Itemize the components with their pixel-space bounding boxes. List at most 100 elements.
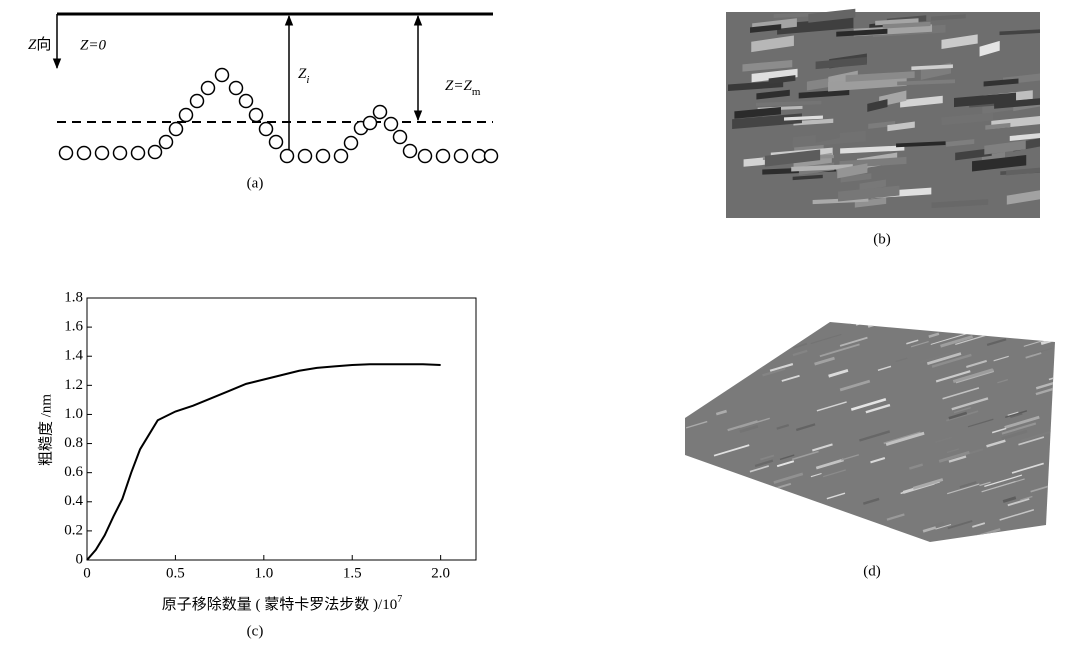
ridge [808, 523, 830, 529]
atom [485, 150, 498, 163]
atom [419, 150, 432, 163]
data-line [87, 364, 441, 560]
ridge [744, 340, 778, 350]
panel-b: (b) [726, 9, 1040, 248]
x-tick-label: 1.0 [254, 565, 273, 581]
atom [374, 106, 387, 119]
atom [299, 150, 312, 163]
x-tick-label: 0.5 [166, 565, 185, 581]
atom [385, 118, 398, 131]
ridge [1047, 317, 1060, 321]
ridge [803, 521, 819, 526]
plot-frame [87, 298, 476, 560]
caption: (b) [873, 231, 891, 247]
ridge [686, 385, 705, 391]
ridge [927, 319, 938, 322]
ridge [697, 359, 734, 370]
ridge [1052, 405, 1074, 417]
atom [345, 137, 358, 150]
atom [216, 69, 229, 82]
ridge [702, 485, 727, 492]
ridge [879, 533, 898, 539]
z-zero-label: Z=0 [80, 37, 106, 53]
ridge [699, 316, 738, 328]
ridge [873, 539, 883, 542]
atom [240, 95, 253, 108]
ridge [1042, 315, 1065, 322]
ridge [978, 314, 1011, 324]
x-axis-label: 原子移除数量 ( 蒙特卡罗法步数 )/107 [162, 594, 402, 613]
atom [473, 150, 486, 163]
atom [394, 131, 407, 144]
atom [160, 136, 173, 149]
y-tick-label: 1.6 [64, 319, 83, 335]
ridge [849, 320, 860, 323]
atom [114, 147, 127, 160]
ridge [690, 343, 710, 349]
ridge [1030, 317, 1065, 327]
ridge [793, 524, 826, 534]
atom [230, 82, 243, 95]
ridge [799, 331, 811, 335]
atom [404, 145, 417, 158]
atom [191, 95, 204, 108]
atom [202, 82, 215, 95]
atom [60, 147, 73, 160]
ridge [724, 319, 739, 324]
ridge [747, 349, 762, 354]
y-tick-label: 1.2 [64, 377, 83, 393]
atom [132, 147, 145, 160]
y-tick-label: 0 [76, 551, 84, 567]
ridge [734, 351, 768, 361]
ridge [753, 321, 789, 332]
ridge [716, 322, 752, 333]
ridge [751, 358, 769, 364]
y-axis-label: 粗糙度 /nm [37, 394, 54, 466]
atom [78, 147, 91, 160]
ridge [745, 333, 773, 341]
atom [281, 150, 294, 163]
ridge [868, 319, 895, 327]
x-tick-label: 1.5 [343, 565, 362, 581]
ridge [753, 503, 772, 509]
ridge [767, 341, 785, 346]
panel-a: Z向 Z=0 Zi Z=Zm (a) [28, 14, 498, 191]
y-tick-label: 1.4 [64, 348, 83, 364]
ridge [863, 318, 878, 323]
panel-d: (d) [685, 313, 1074, 579]
ridge [1054, 320, 1065, 323]
z-axis-label: Z向 [28, 36, 51, 53]
atom [250, 109, 263, 122]
ridge [739, 535, 751, 539]
atom [260, 123, 273, 136]
ridge [722, 484, 760, 495]
atom [455, 150, 468, 163]
atom [96, 147, 109, 160]
atom [364, 117, 377, 130]
ridge [697, 315, 735, 326]
ridge [731, 313, 765, 323]
ridge [907, 318, 935, 326]
ridge [711, 366, 726, 370]
zm-label: Z=Zm [445, 78, 481, 97]
atom [317, 150, 330, 163]
panel-c: 粗糙度 /nm 原子移除数量 ( 蒙特卡罗法步数 )/107 (c) 0 0.2 0… [37, 289, 476, 639]
x-tick-label: 0 [83, 565, 91, 581]
ridge [737, 483, 757, 489]
caption: (c) [247, 623, 264, 639]
atom [149, 146, 162, 159]
atom [170, 123, 183, 136]
y-tick-label: 0.6 [64, 464, 83, 480]
figure: Z向 Z=0 Zi Z=Zm (a) (b) (d) 粗糙度 /nm 原子移除数… [0, 0, 1074, 647]
y-tick-label: 0.2 [64, 522, 83, 538]
ridge [1050, 477, 1074, 488]
ridge [720, 347, 730, 350]
zi-label: Zi [298, 66, 309, 85]
x-tick-label: 2.0 [431, 565, 450, 581]
ridge [856, 314, 892, 325]
atom [270, 136, 283, 149]
atom [180, 109, 193, 122]
caption: (a) [247, 175, 264, 191]
caption: (d) [863, 563, 881, 579]
ridge [775, 497, 789, 501]
